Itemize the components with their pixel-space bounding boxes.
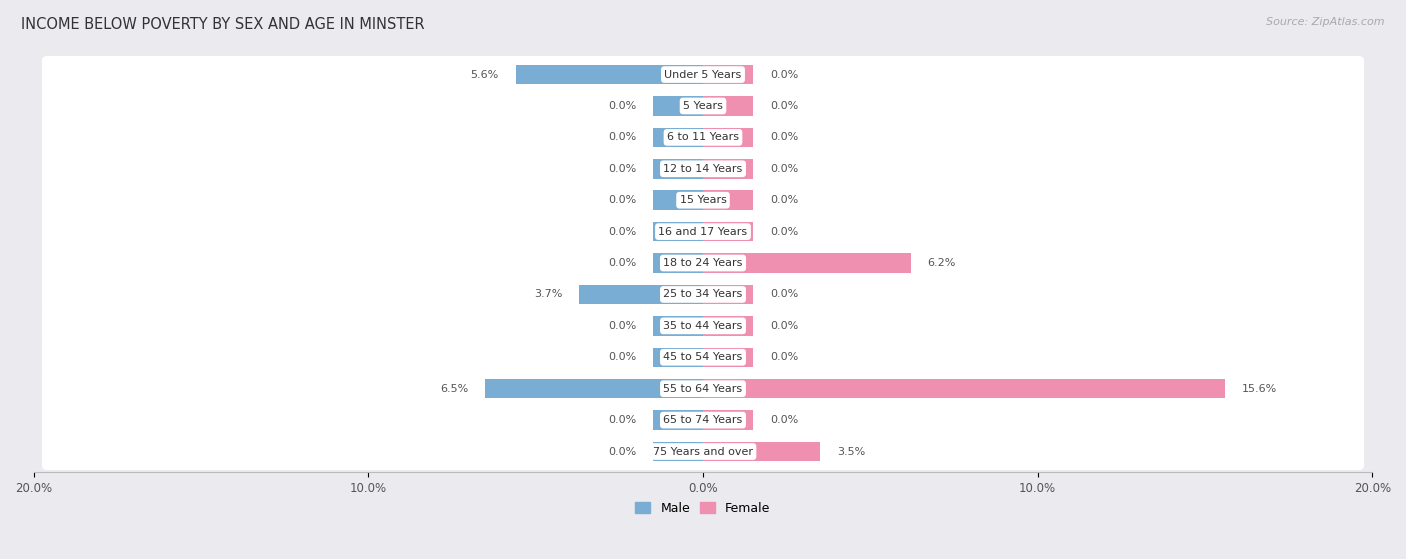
Bar	[703, 410, 754, 430]
Bar	[703, 316, 754, 335]
Bar	[703, 159, 754, 178]
Bar	[652, 96, 703, 116]
Bar	[652, 348, 703, 367]
Text: 15 Years: 15 Years	[679, 195, 727, 205]
FancyBboxPatch shape	[42, 244, 1364, 282]
Text: 35 to 44 Years: 35 to 44 Years	[664, 321, 742, 331]
Text: 65 to 74 Years: 65 to 74 Years	[664, 415, 742, 425]
Text: 18 to 24 Years: 18 to 24 Years	[664, 258, 742, 268]
Text: 0.0%: 0.0%	[770, 352, 799, 362]
Text: 3.7%: 3.7%	[534, 290, 562, 300]
Bar	[703, 96, 754, 116]
Text: 3.5%: 3.5%	[837, 447, 865, 457]
Text: 0.0%: 0.0%	[607, 258, 636, 268]
Bar	[516, 65, 703, 84]
Text: 12 to 14 Years: 12 to 14 Years	[664, 164, 742, 174]
Bar	[579, 285, 703, 304]
Text: 0.0%: 0.0%	[770, 321, 799, 331]
Text: 0.0%: 0.0%	[607, 352, 636, 362]
Text: 0.0%: 0.0%	[607, 164, 636, 174]
Text: 0.0%: 0.0%	[607, 101, 636, 111]
Bar	[703, 379, 1225, 399]
Bar	[485, 379, 703, 399]
Text: 0.0%: 0.0%	[607, 447, 636, 457]
Bar	[703, 65, 754, 84]
Text: 0.0%: 0.0%	[770, 290, 799, 300]
Text: 0.0%: 0.0%	[770, 69, 799, 79]
Text: 0.0%: 0.0%	[607, 132, 636, 143]
Text: INCOME BELOW POVERTY BY SEX AND AGE IN MINSTER: INCOME BELOW POVERTY BY SEX AND AGE IN M…	[21, 17, 425, 32]
Bar	[703, 127, 754, 147]
Bar	[652, 222, 703, 241]
Bar	[703, 222, 754, 241]
Text: 0.0%: 0.0%	[770, 415, 799, 425]
Text: 55 to 64 Years: 55 to 64 Years	[664, 383, 742, 394]
FancyBboxPatch shape	[42, 182, 1364, 219]
Text: 0.0%: 0.0%	[607, 321, 636, 331]
Text: 0.0%: 0.0%	[770, 132, 799, 143]
Text: 5 Years: 5 Years	[683, 101, 723, 111]
FancyBboxPatch shape	[42, 276, 1364, 313]
Text: 0.0%: 0.0%	[607, 415, 636, 425]
Text: 16 and 17 Years: 16 and 17 Years	[658, 226, 748, 236]
Bar	[703, 348, 754, 367]
Text: 25 to 34 Years: 25 to 34 Years	[664, 290, 742, 300]
Bar	[652, 410, 703, 430]
FancyBboxPatch shape	[42, 56, 1364, 93]
Text: 6 to 11 Years: 6 to 11 Years	[666, 132, 740, 143]
Text: 15.6%: 15.6%	[1241, 383, 1277, 394]
Bar	[703, 285, 754, 304]
Text: 0.0%: 0.0%	[770, 195, 799, 205]
FancyBboxPatch shape	[42, 370, 1364, 407]
Bar	[703, 253, 911, 273]
Text: Under 5 Years: Under 5 Years	[665, 69, 741, 79]
FancyBboxPatch shape	[42, 433, 1364, 470]
Text: 6.5%: 6.5%	[440, 383, 468, 394]
Text: 0.0%: 0.0%	[770, 164, 799, 174]
Text: Source: ZipAtlas.com: Source: ZipAtlas.com	[1267, 17, 1385, 27]
Text: 6.2%: 6.2%	[928, 258, 956, 268]
Bar	[652, 159, 703, 178]
Bar	[703, 191, 754, 210]
Text: 0.0%: 0.0%	[770, 226, 799, 236]
FancyBboxPatch shape	[42, 119, 1364, 156]
Text: 75 Years and over: 75 Years and over	[652, 447, 754, 457]
Bar	[652, 191, 703, 210]
FancyBboxPatch shape	[42, 87, 1364, 125]
Bar	[703, 442, 820, 461]
Bar	[652, 316, 703, 335]
Bar	[652, 442, 703, 461]
Bar	[652, 253, 703, 273]
FancyBboxPatch shape	[42, 213, 1364, 250]
FancyBboxPatch shape	[42, 339, 1364, 376]
Text: 0.0%: 0.0%	[770, 101, 799, 111]
Bar	[652, 127, 703, 147]
FancyBboxPatch shape	[42, 307, 1364, 344]
Text: 5.6%: 5.6%	[471, 69, 499, 79]
Text: 0.0%: 0.0%	[607, 195, 636, 205]
FancyBboxPatch shape	[42, 401, 1364, 439]
Legend: Male, Female: Male, Female	[630, 497, 776, 520]
FancyBboxPatch shape	[42, 150, 1364, 187]
Text: 45 to 54 Years: 45 to 54 Years	[664, 352, 742, 362]
Text: 0.0%: 0.0%	[607, 226, 636, 236]
